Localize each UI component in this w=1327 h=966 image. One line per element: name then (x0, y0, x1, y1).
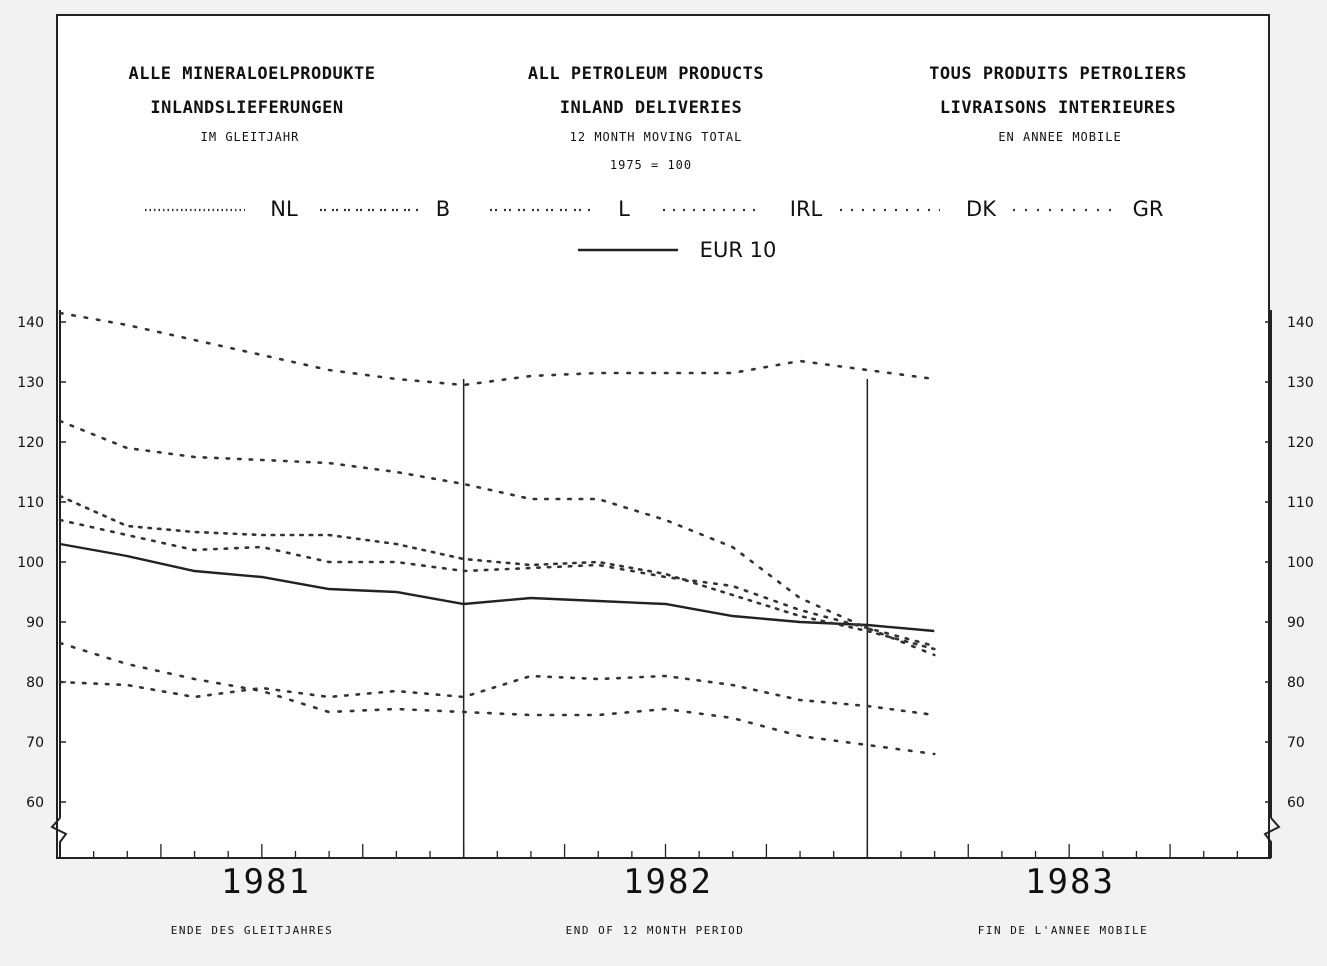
header-en-base: 1975 = 100 (609, 158, 693, 172)
header-fr-sub: EN ANNEE MOBILE (998, 130, 1122, 144)
series-line-d (58, 518, 936, 648)
header-de-title1: ALLE MINERALOELPRODUKTE (128, 64, 376, 84)
y-tick-label: 100 (17, 555, 44, 571)
legend-label-b: B (435, 197, 451, 221)
footer-de: ENDE DES GLEITJAHRES (170, 924, 334, 937)
header-fr-title1: TOUS PRODUITS PETROLIERS (929, 64, 1187, 84)
header-de-sub: IM GLEITJAHR (200, 130, 300, 144)
header-de-title2: INLANDSLIEFERUNGEN (150, 98, 344, 118)
legend-label-dk: DK (966, 197, 996, 221)
y-tick-label: 70 (26, 735, 44, 751)
y-axis-break-right (1263, 817, 1281, 858)
year-label-1982: 1982 (623, 862, 713, 902)
footer-fr: FIN DE L'ANNEE MOBILE (977, 924, 1149, 937)
legend-label-l: L (618, 197, 630, 221)
y-tick-label: 90 (1287, 615, 1305, 631)
y-tick-label: 100 (1287, 555, 1314, 571)
y-tick-label: 110 (17, 495, 44, 511)
legend-label-gr: GR (1132, 197, 1164, 221)
series-line-e (58, 674, 936, 717)
series-line-f (58, 641, 936, 756)
y-tick-label: 70 (1287, 735, 1305, 751)
header-en-sub: 12 MONTH MOVING TOTAL (569, 130, 743, 144)
y-tick-label: 90 (26, 615, 44, 631)
y-tick-label: 120 (17, 435, 44, 451)
year-label-1981: 1981 (221, 862, 311, 902)
y-tick-label: 130 (1287, 375, 1314, 391)
y-tick-label: 110 (1287, 495, 1314, 511)
series-line-c (58, 494, 936, 651)
header-en-title1: ALL PETROLEUM PRODUCTS (527, 64, 765, 84)
y-tick-label: 60 (1287, 795, 1305, 811)
y-axis-break-left (50, 817, 68, 858)
series-line-a (58, 311, 936, 387)
y-tick-label: 120 (1287, 435, 1314, 451)
legend-label-nl: NL (270, 197, 298, 221)
series-line-eur10 (59, 542, 935, 633)
y-tick-label: 60 (26, 795, 44, 811)
header-en-title2: INLAND DELIVERIES (559, 98, 743, 118)
y-tick-label: 80 (1287, 675, 1305, 691)
y-tick-label: 80 (26, 675, 44, 691)
y-tick-label: 140 (1287, 315, 1314, 331)
footer-en: END OF 12 MONTH PERIOD (565, 924, 745, 937)
year-label-1983: 1983 (1025, 862, 1115, 902)
y-tick-label: 130 (17, 375, 44, 391)
series-line-b (58, 419, 936, 657)
y-tick-label: 140 (17, 315, 44, 331)
legend-label-eur10: EUR 10 (699, 238, 777, 262)
legend-label-irl: IRL (789, 197, 823, 221)
chart-frame (56, 14, 1270, 859)
header-fr-title2: LIVRAISONS INTERIEURES (939, 98, 1177, 118)
